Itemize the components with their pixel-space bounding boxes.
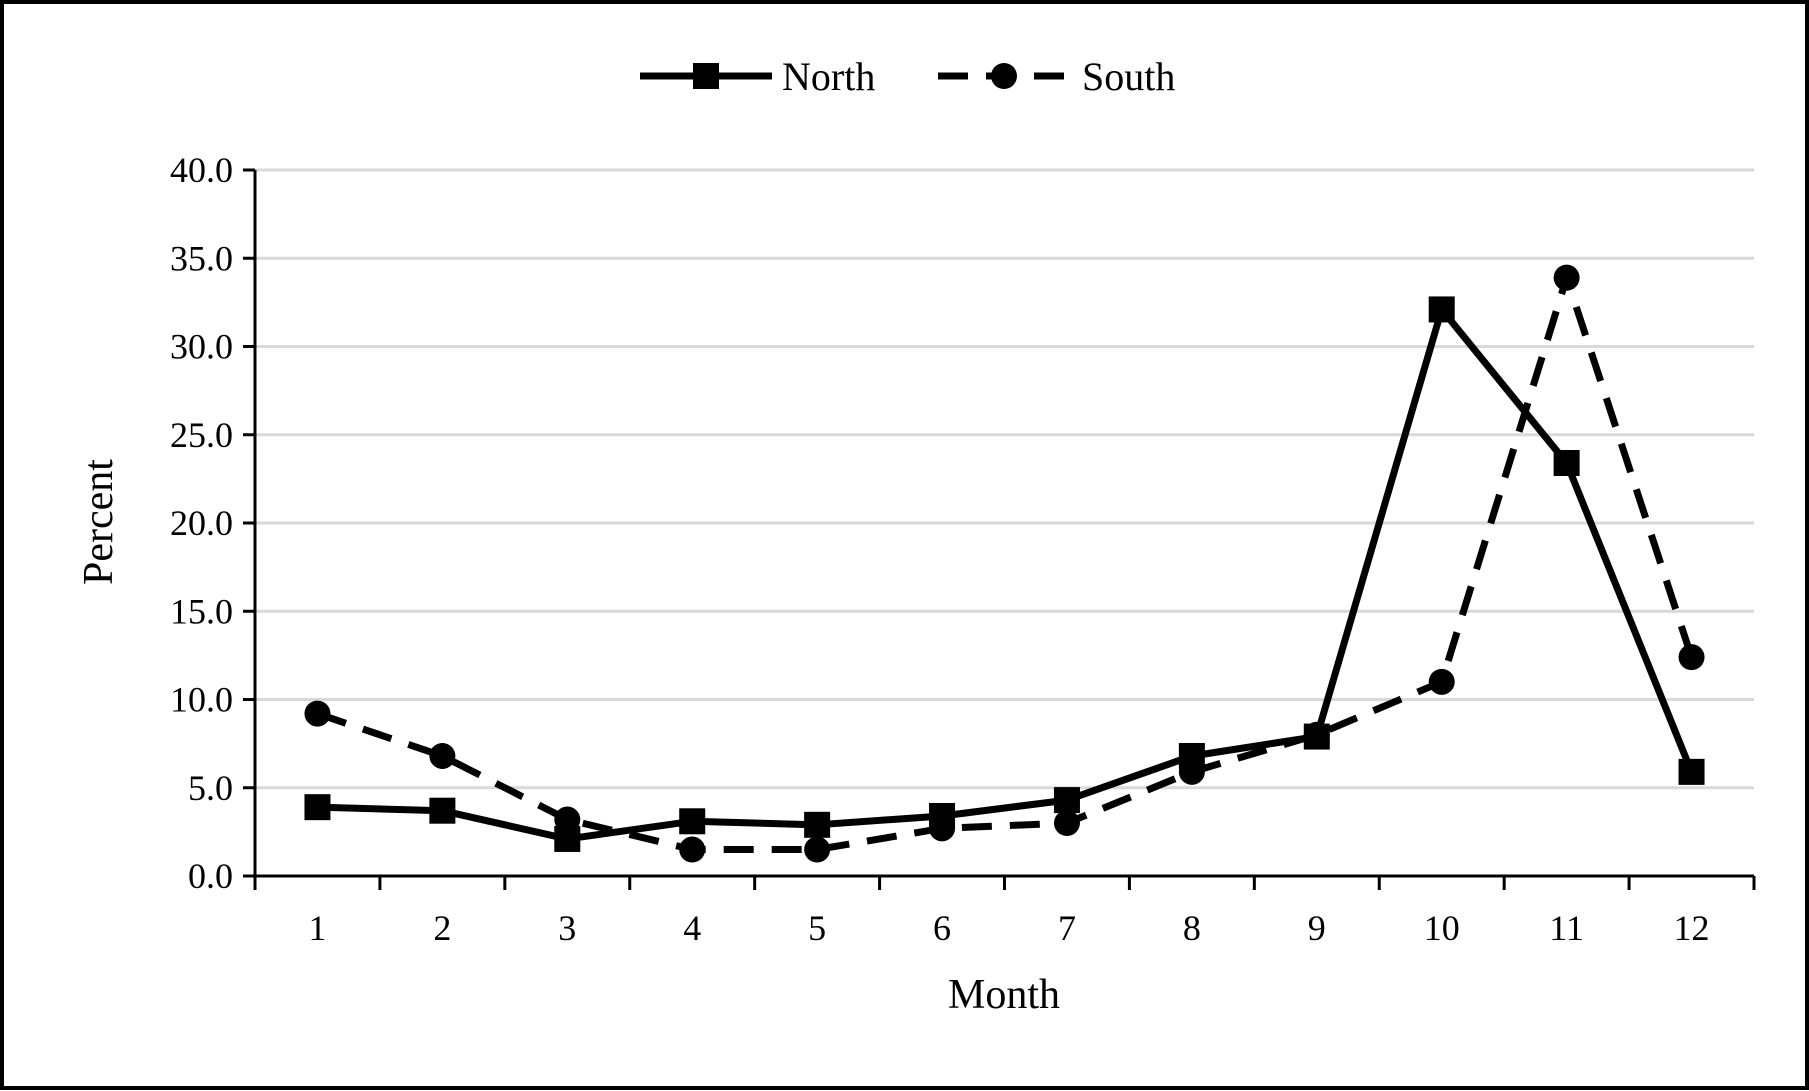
data-point-south xyxy=(1678,644,1705,671)
data-point-south xyxy=(804,836,831,863)
series-line-north xyxy=(317,305,1695,843)
y-tick-label: 15.0 xyxy=(170,591,233,631)
x-tick-label: 11 xyxy=(1549,908,1584,948)
y-tick-label: 25.0 xyxy=(170,415,233,455)
data-point-south xyxy=(679,836,706,863)
x-tick-label: 10 xyxy=(1424,908,1460,948)
data-point-south xyxy=(304,700,331,727)
axes: 0.05.010.015.020.025.030.035.040.01 2 3 4 5 6… xyxy=(170,150,1756,948)
data-point-south xyxy=(429,742,456,769)
x-tick-label: 2 xyxy=(433,908,451,948)
data-point-north xyxy=(804,811,831,838)
y-tick-label: 10.0 xyxy=(170,680,233,720)
x-tick-label: 6 xyxy=(933,908,951,948)
data-point-north xyxy=(1678,758,1705,785)
x-tick-label: 3 xyxy=(558,908,576,948)
x-tick-label: 4 xyxy=(683,908,701,948)
y-tick-label: 40.0 xyxy=(170,150,233,190)
x-axis-title: Month xyxy=(948,972,1060,1018)
x-tick-label: 12 xyxy=(1674,908,1710,948)
data-point-north xyxy=(429,797,456,824)
legend-marker-south xyxy=(991,63,1017,89)
series-line-south xyxy=(316,274,1695,854)
data-point-north xyxy=(1553,449,1580,476)
legend-label-north: North xyxy=(782,54,875,99)
data-point-north xyxy=(1428,296,1455,323)
data-point-south xyxy=(1053,810,1080,837)
data-point-south xyxy=(1428,668,1455,695)
y-tick-label: 35.0 xyxy=(170,238,233,278)
x-tick-label: 8 xyxy=(1183,908,1201,948)
y-tick-label: 20.0 xyxy=(170,503,233,543)
data-point-south xyxy=(1303,721,1330,748)
y-tick-label: 5.0 xyxy=(188,768,233,808)
x-tick-label: 7 xyxy=(1058,908,1076,948)
data-point-south xyxy=(1553,264,1580,291)
legend-marker-north xyxy=(693,63,719,89)
data-point-south xyxy=(1178,758,1205,785)
data-point-north xyxy=(679,808,706,835)
data-point-south xyxy=(554,806,581,833)
legend: North South xyxy=(640,54,1175,99)
gridlines xyxy=(255,168,1754,790)
y-tick-label: 30.0 xyxy=(170,327,233,367)
data-point-south xyxy=(929,815,956,842)
data-point-north xyxy=(304,794,331,821)
x-tick-label: 1 xyxy=(308,908,326,948)
y-axis-title: Percent xyxy=(76,459,122,585)
x-tick-label: 5 xyxy=(808,908,826,948)
legend-label-south: South xyxy=(1082,54,1175,99)
line-chart: 0.05.010.015.020.025.030.035.040.01 2 3 4 5 6… xyxy=(76,54,1756,1018)
x-tick-label: 9 xyxy=(1308,908,1326,948)
data-point-north xyxy=(1053,787,1080,814)
y-tick-label: 0.0 xyxy=(188,856,233,896)
series-group xyxy=(304,264,1705,863)
